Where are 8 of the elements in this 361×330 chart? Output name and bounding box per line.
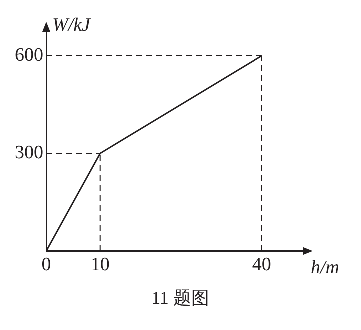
x-tick-label: 10 xyxy=(90,254,110,276)
y-tick-label: 300 xyxy=(15,142,44,164)
x-axis-title: h/m xyxy=(311,258,340,279)
x-tick-label: 0 xyxy=(42,254,52,276)
y-axis-title: W/kJ xyxy=(52,15,92,36)
text: 11 题图 xyxy=(150,287,210,310)
y-tick-label: 600 xyxy=(15,45,44,66)
x-tick-label: 40 xyxy=(252,254,272,276)
